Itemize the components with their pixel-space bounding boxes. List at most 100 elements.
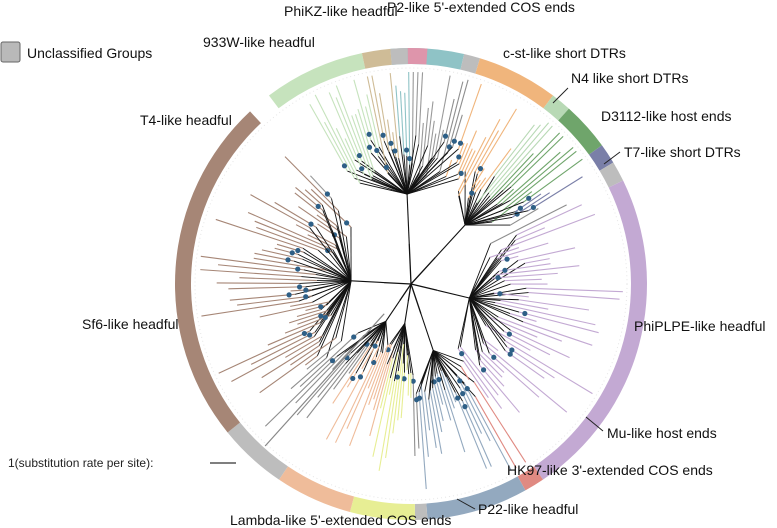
node-dot	[318, 313, 324, 319]
ring-segment-group	[279, 466, 355, 512]
tip-branch	[424, 391, 431, 431]
internal-branch	[458, 195, 466, 226]
tip-branch	[290, 357, 328, 390]
internal-branch	[410, 283, 438, 291]
internal-branch	[406, 173, 458, 195]
internal-branch	[406, 146, 453, 195]
group-label-p22: P22-like headful	[478, 501, 578, 517]
tip-branch	[459, 346, 499, 396]
tip-branch	[306, 352, 358, 419]
internal-branch	[404, 323, 408, 356]
tip-branch	[418, 392, 427, 490]
legend-label-unclassified: Unclassified Groups	[27, 45, 152, 61]
internal-branch	[432, 349, 462, 368]
internal-branch	[468, 243, 492, 299]
tip-branch	[488, 122, 550, 194]
tip-branch	[335, 128, 357, 171]
tip-branch	[475, 349, 503, 378]
tip-branch	[371, 346, 380, 362]
group-label-t4: T4-like headful	[140, 112, 232, 128]
tip-branch	[463, 383, 512, 472]
tip-branch	[432, 388, 443, 433]
node-dot	[410, 378, 416, 384]
internal-branch	[464, 192, 476, 226]
internal-branch	[469, 297, 505, 332]
node-dot	[351, 334, 357, 340]
internal-branch	[345, 236, 352, 281]
node-dot	[507, 351, 513, 357]
tip-branch	[518, 299, 590, 311]
tip-branch	[515, 227, 546, 241]
internal-branch	[408, 243, 412, 285]
internal-branch	[374, 171, 408, 195]
tip-branch	[456, 375, 491, 442]
internal-branch	[377, 321, 387, 342]
tip-branch	[408, 72, 411, 165]
tip-branch	[298, 206, 333, 231]
node-dot	[341, 163, 348, 169]
tip-branch	[314, 94, 361, 184]
tip-branch	[324, 121, 356, 179]
node-dot	[401, 376, 407, 382]
internal-branch	[410, 283, 422, 315]
tip-branch	[407, 374, 410, 396]
internal-branch	[340, 280, 352, 342]
internal-branch	[386, 323, 406, 365]
internal-branch	[468, 297, 506, 351]
tip-branch	[454, 392, 488, 469]
tip-branch	[480, 148, 512, 190]
node-dot	[322, 314, 328, 321]
tip-branch	[427, 101, 434, 146]
tip-branch	[304, 189, 323, 206]
tip-branch	[250, 331, 316, 365]
internal-branch	[468, 297, 508, 348]
node-dot	[451, 138, 457, 144]
node-dot	[359, 166, 365, 172]
internal-branch	[469, 297, 520, 313]
tip-branch	[436, 129, 444, 159]
tip-branch	[335, 97, 363, 162]
tip-branch	[505, 340, 593, 395]
tip-branch	[264, 356, 338, 427]
tip-branch	[305, 355, 318, 366]
internal-branch	[399, 283, 412, 302]
internal-branch	[464, 198, 469, 226]
internal-branch	[469, 297, 499, 318]
tip-branch	[523, 321, 593, 346]
internal-branch	[464, 195, 491, 226]
internal-branch	[315, 226, 352, 282]
node-dot	[497, 291, 503, 297]
internal-branch	[464, 201, 525, 226]
tip-branch	[418, 72, 424, 145]
internal-branch	[380, 321, 387, 353]
internal-branch	[469, 280, 505, 299]
ring-segment-group	[517, 466, 543, 491]
tip-branch	[346, 351, 382, 429]
ring-segment-group	[268, 53, 366, 109]
tip-branch	[228, 286, 306, 290]
internal-branch	[335, 280, 352, 339]
tip-branch	[426, 120, 435, 175]
tip-branch	[526, 287, 623, 293]
node-dot	[502, 267, 508, 273]
internal-branch	[311, 280, 352, 291]
internal-branch	[328, 280, 352, 311]
internal-branch	[433, 349, 464, 362]
tip-branch	[474, 130, 500, 172]
node-dot	[318, 304, 324, 310]
tip-branch	[504, 278, 542, 282]
internal-branch	[385, 300, 401, 322]
node-dot	[464, 386, 470, 392]
group-label-mu: Mu-like host ends	[607, 425, 717, 441]
tip-branch	[309, 103, 348, 172]
node-dot	[459, 351, 465, 357]
node-dot	[517, 205, 523, 211]
internal-branch	[469, 297, 511, 331]
node-dot	[491, 354, 497, 360]
tip-branch	[471, 168, 485, 188]
tip-branch	[462, 400, 492, 467]
node-dot	[455, 395, 461, 401]
internal-branch	[299, 280, 352, 284]
tip-branch	[509, 313, 537, 322]
